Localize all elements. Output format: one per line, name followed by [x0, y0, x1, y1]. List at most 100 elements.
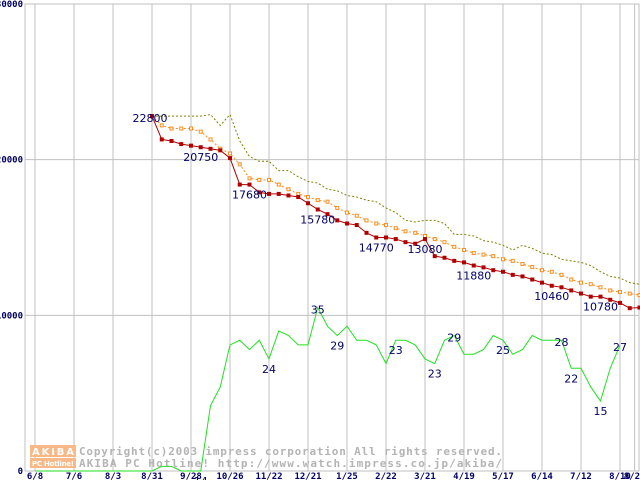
min-price-point	[403, 240, 408, 245]
avg-price-point	[208, 137, 213, 142]
avg-price-point	[198, 129, 203, 134]
data-label: 15780	[300, 213, 335, 226]
series-line-max-price	[152, 113, 640, 285]
min-price-point	[501, 269, 505, 274]
x-tick-label: 6/8	[27, 472, 43, 480]
avg-price-point	[403, 229, 408, 234]
min-price-point	[579, 291, 583, 296]
min-price-point	[393, 237, 398, 242]
avg-price-point	[549, 269, 554, 274]
min-price-point	[637, 305, 640, 310]
grid	[24, 3, 640, 472]
y-axis: 0 10000 20000 30000	[0, 0, 23, 477]
avg-price-point	[393, 226, 398, 231]
avg-price-point	[345, 210, 349, 215]
avg-price-point	[618, 289, 622, 294]
avg-price-point	[364, 218, 369, 223]
avg-price-point	[384, 223, 388, 228]
x-tick-label: 10/26	[216, 472, 243, 480]
avg-price-point	[267, 177, 271, 182]
avg-price-point	[179, 126, 184, 131]
min-price-point	[286, 193, 291, 198]
data-label: 14770	[359, 242, 394, 255]
avg-price-point	[471, 251, 476, 256]
data-label: 11880	[456, 270, 491, 283]
avg-price-point	[189, 126, 193, 131]
min-price-point	[179, 142, 184, 147]
avg-price-point	[169, 126, 174, 131]
avg-price-point	[296, 191, 301, 196]
data-label: 29	[447, 332, 461, 345]
min-price-point	[569, 288, 574, 293]
min-price-point	[491, 268, 496, 273]
avg-price-point	[569, 277, 574, 282]
copyright-line: Copyright(c)2003 impress corporation All…	[79, 445, 502, 458]
avg-price-point	[286, 187, 291, 192]
y-tick-label: 10000	[0, 311, 23, 321]
url-line: AKIBA PC Hotline! http://www.watch.impre…	[79, 457, 502, 470]
min-price-point	[257, 190, 262, 195]
min-price-point	[520, 274, 525, 279]
data-label: 25	[496, 344, 510, 357]
logo-top: AKIBA	[32, 447, 74, 458]
min-price-point	[530, 277, 535, 282]
avg-price-point	[481, 252, 486, 257]
series-line-min-price	[151, 115, 640, 309]
min-price-point	[413, 241, 418, 246]
data-label: 22	[564, 372, 578, 385]
avg-price-point	[608, 288, 613, 293]
min-price-point	[549, 283, 554, 288]
avg-price-point	[598, 285, 603, 290]
avg-price-point	[491, 254, 496, 259]
avg-price-point	[257, 177, 262, 182]
avg-price-point	[540, 268, 544, 273]
min-price-point	[559, 285, 564, 290]
y-tick-label: 30000	[0, 0, 23, 10]
min-price-point	[452, 258, 457, 263]
x-tick-label: 4/19	[453, 472, 475, 480]
avg-price-point	[306, 195, 310, 200]
data-label: 10460	[534, 290, 569, 303]
min-price-point	[306, 201, 310, 206]
avg-price-point	[335, 205, 340, 210]
avg-price-point	[276, 182, 281, 187]
avg-price-point	[520, 261, 525, 266]
data-label: 14	[194, 475, 208, 480]
avg-price-point	[413, 230, 418, 235]
avg-price-point	[510, 258, 515, 263]
series-layer	[35, 113, 640, 472]
x-axis: 6/8 7/6 8/3 8/31 9/28 10/26 11/22 12/21 1/25 2/22…	[27, 472, 640, 480]
min-price-point	[228, 156, 232, 161]
data-label: 17680	[232, 189, 267, 202]
avg-price-point	[442, 240, 447, 245]
avg-price-point	[159, 123, 164, 128]
x-tick-label: 8/3	[105, 472, 121, 480]
data-label: 23	[428, 368, 442, 381]
avg-price-point	[588, 282, 593, 287]
logo-top-bg	[30, 445, 76, 457]
avg-price-point	[627, 291, 632, 296]
y-tick-label: 0	[18, 467, 23, 477]
min-price-point	[608, 297, 613, 302]
min-price-point	[189, 143, 193, 148]
min-price-point	[218, 148, 223, 153]
min-price-point	[159, 137, 164, 142]
avg-price-point	[315, 198, 320, 203]
x-tick-label: 7/6	[66, 472, 82, 480]
min-price-point	[315, 207, 320, 212]
avg-price-point	[501, 257, 505, 262]
min-price-point	[169, 138, 174, 143]
min-price-point	[247, 182, 252, 187]
data-label: 22800	[133, 112, 168, 125]
series-line-shop-count	[35, 306, 621, 472]
avg-price-point	[423, 233, 427, 238]
series-line-avg-price	[151, 115, 640, 296]
avg-price-point	[579, 280, 583, 285]
x-tick-label: 5/17	[492, 472, 514, 480]
min-price-point	[627, 306, 632, 311]
min-price-point	[208, 146, 213, 151]
x-tick-label: 1/25	[336, 472, 358, 480]
min-price-point	[335, 218, 340, 223]
data-label: 24	[262, 363, 276, 376]
